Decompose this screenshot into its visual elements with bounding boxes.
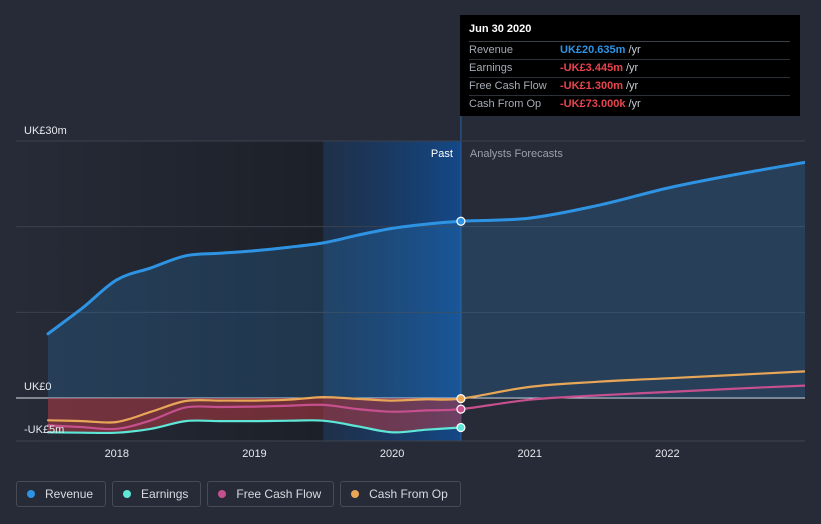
tooltip-value: -UK£73.000k	[560, 98, 626, 110]
cash-from-op-point	[456, 394, 466, 404]
tooltip-unit: /yr	[628, 98, 641, 110]
x-tick-label: 2021	[517, 448, 541, 460]
forecast-label: Analysts Forecasts	[470, 148, 563, 160]
earnings-area	[48, 398, 461, 433]
past-shade	[16, 141, 324, 441]
tooltip-value: -UK£3.445m	[560, 62, 623, 74]
x-tick-label: 2018	[105, 448, 129, 460]
tooltip-unit: /yr	[625, 62, 639, 74]
x-tick-label: 2020	[380, 448, 404, 460]
legend-dot-icon	[123, 490, 132, 498]
legend-dot-icon	[351, 490, 360, 498]
legend-item-revenue[interactable]: Revenue	[16, 481, 107, 507]
x-tick-label: 2022	[655, 448, 679, 460]
legend-dot-icon	[218, 490, 227, 498]
y-tick-label: UK£0	[24, 381, 52, 393]
legend-label: Free Cash Flow	[236, 487, 322, 501]
tooltip-label: Cash From Op	[469, 98, 542, 110]
revenue-line	[46, 160, 805, 336]
legend: Revenue Earnings Free Cash Flow Cash Fro…	[16, 481, 461, 507]
y-tick-label: UK£30m	[24, 125, 67, 137]
earnings-point	[456, 422, 466, 433]
tooltip-row-free-cash-flow: Free Cash Flow -UK£1.300m /yr	[469, 78, 790, 96]
free-cash-flow-line	[46, 384, 805, 431]
legend-label: Cash From Op	[369, 487, 448, 501]
cash-from-op-line	[46, 370, 805, 424]
tooltip-date: Jun 30 2020	[469, 23, 790, 42]
tooltip-unit: /yr	[625, 80, 639, 92]
legend-item-free-cash-flow[interactable]: Free Cash Flow	[207, 481, 335, 507]
tooltip-row-earnings: Earnings -UK£3.445m /yr	[469, 60, 790, 78]
revenue-area	[48, 162, 805, 398]
past-label: Past	[431, 148, 453, 160]
tooltip-value: -UK£1.300m	[560, 80, 623, 92]
y-tick-label: -UK£5m	[24, 424, 64, 436]
legend-item-cash-from-op[interactable]: Cash From Op	[340, 481, 461, 507]
earnings-line	[46, 419, 462, 435]
legend-label: Earnings	[141, 487, 189, 501]
revenue-point	[456, 216, 466, 226]
tooltip-label: Free Cash Flow	[469, 80, 547, 92]
free-cash-flow-point	[456, 404, 466, 414]
tooltip-unit: /yr	[628, 44, 641, 56]
tooltip-label: Earnings	[469, 62, 513, 74]
tooltip-row-revenue: Revenue UK£20.635m /yr	[469, 42, 790, 60]
legend-label: Revenue	[45, 487, 94, 501]
tooltip-panel: Jun 30 2020 Revenue UK£20.635m /yr Earni…	[460, 15, 800, 116]
tooltip-row-cash-from-op: Cash From Op -UK£73.000k /yr	[469, 96, 790, 113]
tooltip-label: Revenue	[469, 44, 514, 56]
legend-dot-icon	[27, 490, 35, 498]
x-tick-label: 2019	[242, 448, 266, 460]
legend-item-earnings[interactable]: Earnings	[112, 481, 202, 507]
past-highlight	[323, 141, 461, 441]
tooltip-value: UK£20.635m	[560, 44, 626, 56]
